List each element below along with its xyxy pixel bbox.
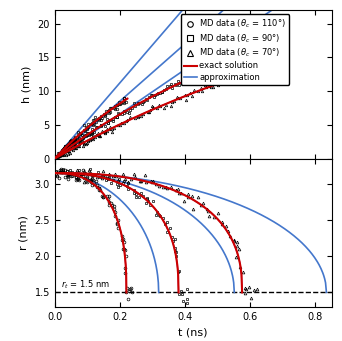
Y-axis label: r (nm): r (nm) bbox=[19, 215, 29, 250]
Text: $r_t$ = 1.5 nm: $r_t$ = 1.5 nm bbox=[61, 279, 110, 291]
X-axis label: t (ns): t (ns) bbox=[179, 327, 208, 337]
Legend: MD data ($\theta_c$ = 110°), MD data ($\theta_c$ = 90°), MD data ($\theta_c$ = 7: MD data ($\theta_c$ = 110°), MD data ($\… bbox=[181, 14, 289, 85]
Y-axis label: h (nm): h (nm) bbox=[22, 66, 32, 103]
